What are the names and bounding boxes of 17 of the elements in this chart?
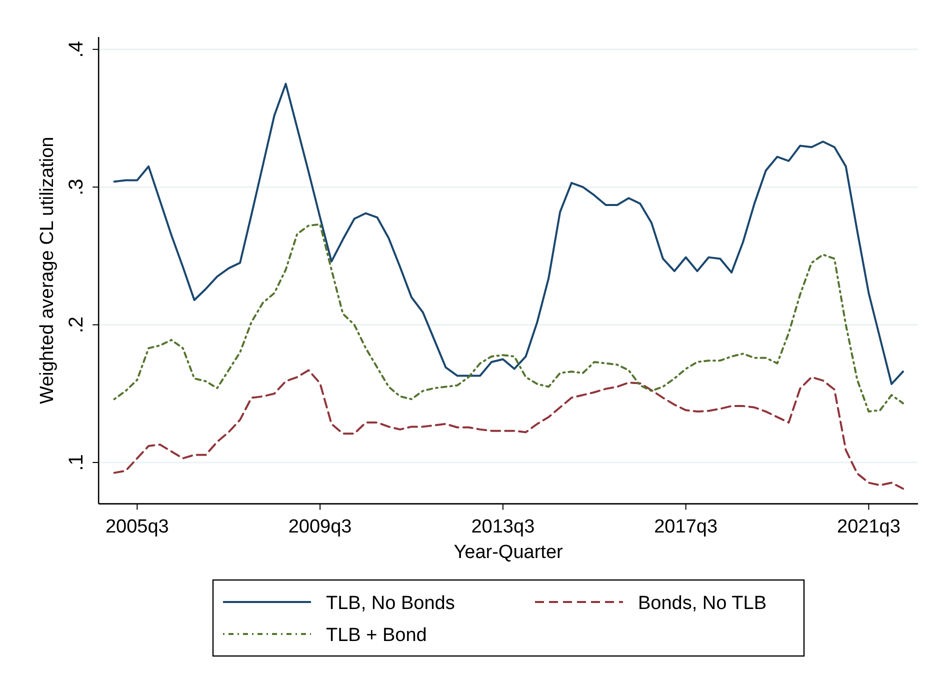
x-tick-label: 2021q3: [837, 516, 900, 538]
y-tick-label: .4: [66, 41, 88, 58]
legend-label: TLB, No Bonds: [326, 593, 455, 614]
legend-label: Bonds, No TLB: [638, 593, 767, 614]
y-axis-title: Weighted average CL utilization: [37, 136, 58, 404]
x-tick-label: 2005q3: [105, 516, 169, 538]
y-tick-label: .1: [66, 454, 88, 471]
x-axis-title: Year-Quarter: [454, 542, 564, 563]
line-series: [113, 223, 904, 413]
legend-label: TLB + Bond: [326, 625, 427, 646]
line-series: [113, 369, 904, 490]
line-series: [113, 82, 904, 385]
x-tick-label: 2017q3: [654, 516, 718, 538]
y-tick-label: .3: [66, 178, 88, 196]
x-tick-label: 2013q3: [471, 516, 535, 538]
y-tick-label: .2: [66, 316, 88, 334]
x-tick-label: 2009q3: [288, 516, 352, 538]
